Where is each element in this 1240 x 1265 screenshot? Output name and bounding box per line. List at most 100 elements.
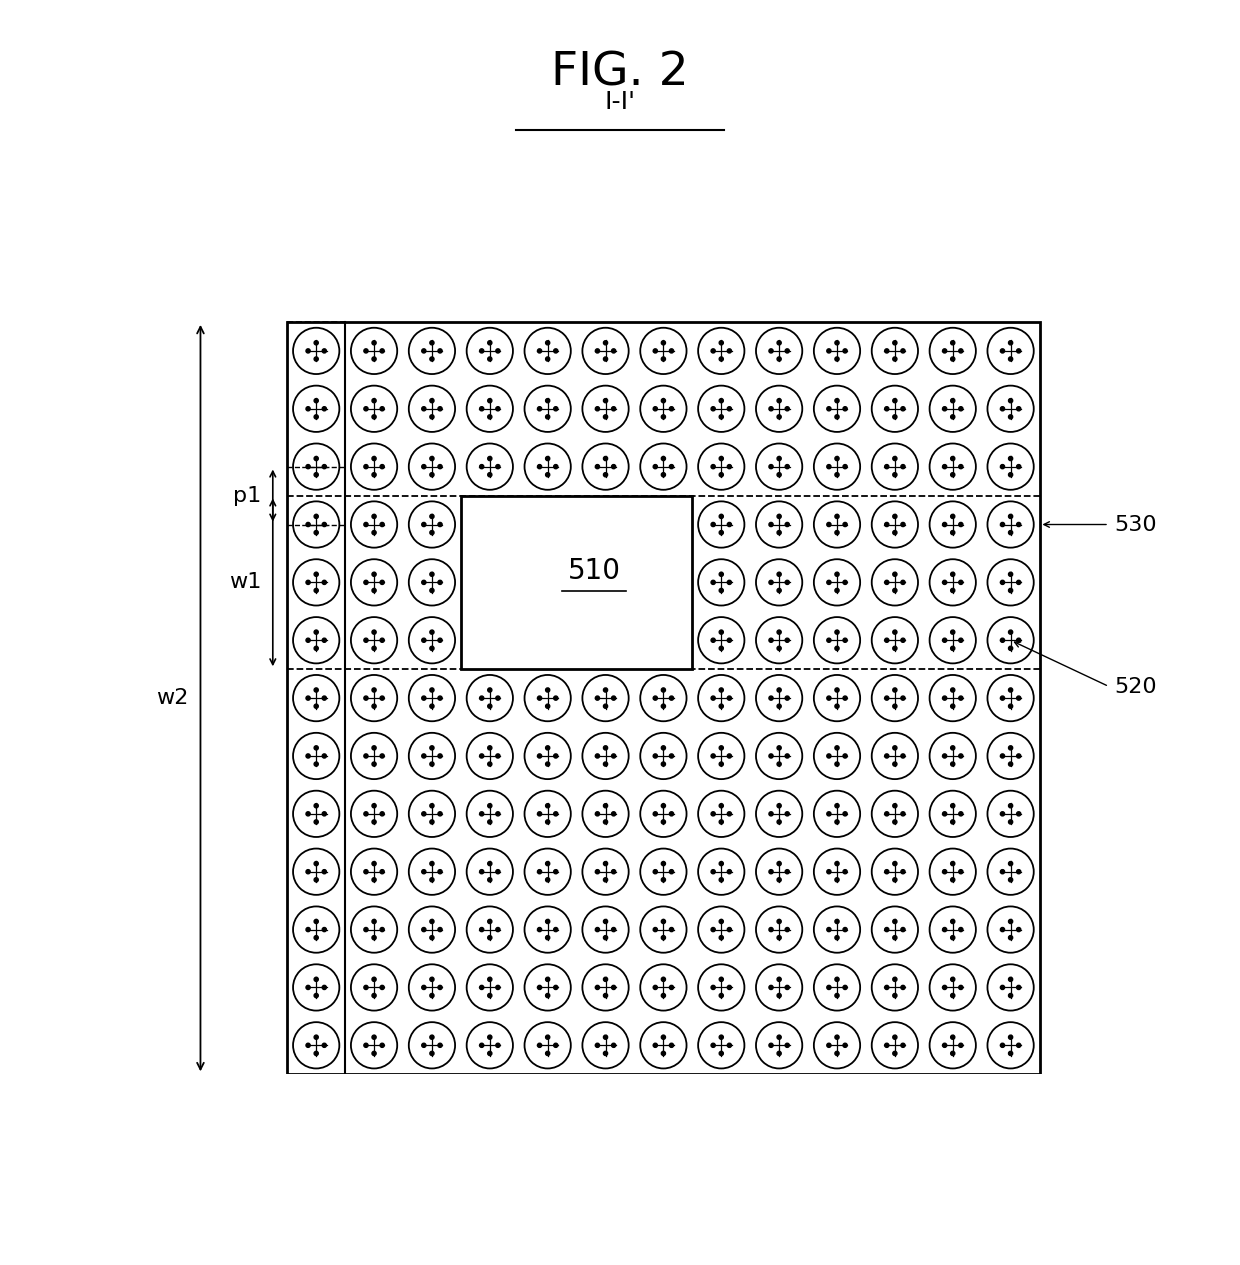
Circle shape (719, 993, 723, 998)
Circle shape (611, 522, 616, 526)
Circle shape (893, 978, 897, 982)
Circle shape (835, 572, 839, 577)
Circle shape (719, 530, 723, 535)
Circle shape (1001, 349, 1004, 353)
Circle shape (546, 936, 549, 940)
Circle shape (322, 522, 326, 526)
Circle shape (1001, 985, 1004, 989)
Circle shape (537, 927, 542, 931)
Circle shape (430, 1051, 434, 1055)
Circle shape (372, 340, 376, 345)
Circle shape (884, 522, 889, 526)
Circle shape (554, 927, 558, 931)
Circle shape (813, 791, 861, 837)
Circle shape (1008, 762, 1013, 767)
Circle shape (827, 349, 831, 353)
Circle shape (554, 406, 558, 411)
Circle shape (813, 732, 861, 779)
Circle shape (661, 920, 666, 923)
Circle shape (422, 1044, 425, 1047)
Circle shape (884, 406, 889, 411)
Circle shape (293, 676, 340, 721)
Circle shape (827, 985, 831, 989)
Circle shape (611, 869, 616, 874)
Circle shape (314, 457, 319, 460)
Circle shape (711, 349, 715, 353)
Circle shape (496, 927, 500, 931)
Circle shape (611, 754, 616, 758)
Circle shape (372, 705, 376, 708)
Circle shape (711, 1044, 715, 1047)
Circle shape (422, 869, 425, 874)
Circle shape (959, 869, 963, 874)
Circle shape (422, 522, 425, 526)
Circle shape (893, 646, 897, 650)
Circle shape (430, 705, 434, 708)
Circle shape (372, 473, 376, 477)
Circle shape (661, 1051, 666, 1055)
Circle shape (951, 415, 955, 419)
Circle shape (293, 849, 340, 894)
Circle shape (653, 812, 657, 816)
Circle shape (1008, 588, 1013, 592)
Circle shape (843, 464, 847, 469)
Circle shape (430, 457, 434, 460)
Circle shape (438, 812, 443, 816)
Circle shape (351, 617, 397, 663)
Circle shape (951, 357, 955, 361)
Circle shape (653, 869, 657, 874)
Circle shape (959, 522, 963, 526)
Circle shape (719, 572, 723, 577)
Circle shape (583, 732, 629, 779)
Circle shape (698, 559, 744, 606)
Circle shape (930, 732, 976, 779)
Circle shape (537, 581, 542, 584)
Circle shape (835, 746, 839, 750)
Circle shape (711, 464, 715, 469)
Circle shape (813, 1022, 861, 1069)
Text: 520: 520 (1115, 677, 1157, 697)
Circle shape (466, 964, 513, 1011)
Circle shape (583, 617, 629, 663)
Circle shape (843, 1044, 847, 1047)
Circle shape (604, 572, 608, 577)
Circle shape (719, 820, 723, 824)
Circle shape (314, 588, 319, 592)
Circle shape (372, 993, 376, 998)
Circle shape (525, 559, 570, 606)
Circle shape (661, 515, 666, 519)
Circle shape (604, 588, 608, 592)
Circle shape (835, 646, 839, 650)
Circle shape (951, 861, 955, 865)
Circle shape (381, 1044, 384, 1047)
Circle shape (583, 964, 629, 1011)
Circle shape (381, 522, 384, 526)
Circle shape (959, 754, 963, 758)
Circle shape (930, 328, 976, 374)
Circle shape (653, 406, 657, 411)
Circle shape (661, 473, 666, 477)
Circle shape (719, 457, 723, 460)
Circle shape (372, 457, 376, 460)
Circle shape (640, 791, 687, 837)
Circle shape (314, 415, 319, 419)
Circle shape (487, 340, 492, 345)
Circle shape (496, 812, 500, 816)
Circle shape (719, 920, 723, 923)
Circle shape (827, 406, 831, 411)
Circle shape (698, 1022, 744, 1069)
Circle shape (1001, 522, 1004, 526)
Circle shape (893, 473, 897, 477)
Circle shape (719, 705, 723, 708)
Circle shape (363, 754, 368, 758)
Circle shape (930, 1022, 976, 1069)
Circle shape (835, 415, 839, 419)
Circle shape (893, 1051, 897, 1055)
Circle shape (843, 406, 847, 411)
Circle shape (785, 406, 790, 411)
Circle shape (769, 696, 773, 701)
Circle shape (546, 861, 549, 865)
Circle shape (711, 927, 715, 931)
Circle shape (1008, 398, 1013, 402)
Circle shape (351, 732, 397, 779)
